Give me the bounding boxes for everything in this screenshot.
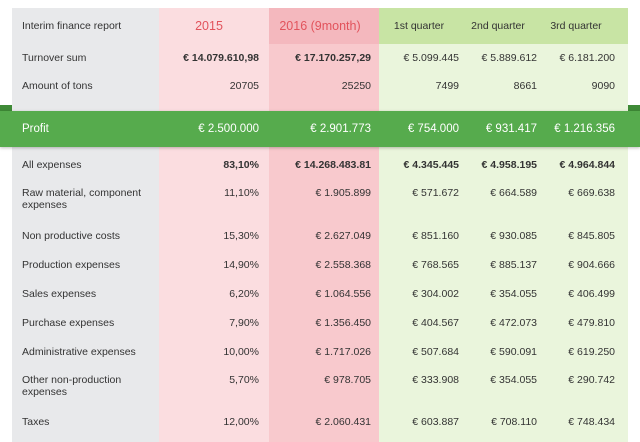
cell-q1: € 507.684 (412, 345, 459, 358)
column-header-2015: 2015 (195, 19, 223, 33)
profit-label: Profit (22, 123, 49, 135)
cell-q2: € 885.137 (490, 258, 537, 271)
table-row: Sales expenses 6,20% € 1.064.556 € 304.0… (12, 279, 628, 308)
table-row: Purchase expenses 7,90% € 1.356.450 € 40… (12, 308, 628, 337)
column-header-2016: 2016 (9month) (279, 19, 361, 33)
table-row: Administrative expenses 10,00% € 1.717.0… (12, 337, 628, 366)
profit-2015: € 2.500.000 (198, 123, 259, 135)
cell-q1: € 304.002 (412, 287, 459, 300)
cell-2016: € 1.717.026 (315, 345, 371, 358)
profit-q2: € 931.417 (485, 123, 537, 135)
cell-q3: € 290.742 (568, 374, 615, 386)
cell-2016: 25250 (341, 80, 371, 92)
cell-2016: € 2.627.049 (315, 229, 371, 242)
profit-2016: € 2.901.773 (310, 123, 371, 135)
cell-2015: 12,00% (223, 415, 259, 428)
cell-q3: € 669.638 (568, 187, 615, 199)
row-label: Amount of tons (22, 80, 93, 92)
row-label: Production expenses (22, 258, 121, 271)
table-row: Amount of tons 20705 25250 7499 8661 909… (12, 72, 628, 100)
cell-q2: € 5.889.612 (481, 52, 537, 64)
cell-2016: € 1.064.556 (315, 287, 371, 300)
cell-q1: € 851.160 (412, 229, 459, 242)
cell-2016: € 1.905.899 (315, 187, 371, 199)
cell-q2: € 472.073 (490, 316, 537, 329)
cell-2015: 6,20% (229, 287, 259, 300)
cell-q2: € 354.055 (490, 374, 537, 386)
cell-2015: 14,90% (223, 258, 259, 271)
row-label: All expenses (22, 158, 82, 171)
row-label: Non productive costs (22, 229, 121, 242)
cell-2015: 7,90% (229, 316, 259, 329)
cell-q3: € 904.666 (568, 258, 615, 271)
row-label: Turnover sum (22, 52, 87, 64)
profit-bar-fold-left (0, 105, 12, 111)
table-row: Raw material, component expenses 11,10% … (12, 179, 628, 219)
cell-q3: € 479.810 (568, 316, 615, 329)
table-row: Other non-production expenses 5,70% € 97… (12, 366, 628, 406)
cell-q1: 7499 (435, 80, 459, 92)
header-row: Interim finance report 2015 2016 (9month… (12, 8, 628, 44)
column-header-q2: 2nd quarter (471, 20, 525, 32)
cell-q3: € 4.964.844 (559, 158, 615, 171)
cell-q3: € 406.499 (568, 287, 615, 300)
table-row: Production expenses 14,90% € 2.558.368 €… (12, 250, 628, 279)
cell-2015: € 14.079.610,98 (183, 52, 259, 64)
cell-q1: € 4.345.445 (403, 158, 459, 171)
row-label: Other non-production expenses (22, 374, 122, 398)
row-label: Sales expenses (22, 287, 97, 300)
row-label: Administrative expenses (22, 345, 136, 358)
column-header-q1: 1st quarter (393, 20, 445, 32)
table-row: Taxes 12,00% € 2.060.431 € 603.887 € 708… (12, 407, 628, 436)
table-row: Turnover sum € 14.079.610,98 € 17.170.25… (12, 44, 628, 72)
cell-q2: € 590.091 (490, 345, 537, 358)
year-2015-column-bg (159, 8, 269, 442)
profit-q1: € 754.000 (407, 123, 459, 135)
table-row: Non productive costs 15,30% € 2.627.049 … (12, 221, 628, 250)
table-row: All expenses 83,10% € 14.268.483.81 € 4.… (12, 150, 628, 179)
quarter-header-bg (379, 8, 628, 44)
cell-2015: 11,10% (224, 187, 259, 199)
cell-q1: € 571.672 (412, 187, 459, 199)
year-2016-column-bg (269, 8, 379, 442)
cell-q1: € 404.567 (412, 316, 459, 329)
quarter-columns-bg (379, 8, 628, 442)
cell-q1: € 768.565 (412, 258, 459, 271)
cell-q2: 8661 (513, 80, 537, 92)
label-column-bg (12, 8, 159, 442)
cell-2016: € 14.268.483.81 (295, 158, 371, 171)
row-label: Raw material, component expenses (22, 187, 142, 211)
row-label: Taxes (22, 415, 50, 428)
cell-q3: € 845.805 (568, 229, 615, 242)
profit-bar-fold-right (628, 105, 640, 111)
cell-q2: € 354.055 (490, 287, 537, 300)
cell-2015: 5,70% (229, 374, 259, 386)
cell-2016: € 2.060.431 (315, 415, 371, 428)
cell-q3: 9090 (591, 80, 615, 92)
profit-row: Profit € 2.500.000 € 2.901.773 € 754.000… (0, 111, 640, 147)
year-2016-header-bg (269, 8, 379, 44)
cell-q1: € 333.908 (412, 374, 459, 386)
profit-q3: € 1.216.356 (554, 123, 615, 135)
cell-q2: € 708.110 (491, 415, 537, 428)
cell-q2: € 930.085 (490, 229, 537, 242)
cell-2016: € 978.705 (324, 374, 371, 386)
cell-2016: € 2.558.368 (315, 258, 371, 271)
cell-q2: € 664.589 (490, 187, 537, 199)
cell-2015: 83,10% (223, 158, 259, 171)
row-label: Purchase expenses (22, 316, 115, 329)
cell-q3: € 6.181.200 (559, 52, 615, 64)
cell-2016: € 17.170.257,29 (295, 52, 371, 64)
cell-q3: € 748.434 (568, 415, 615, 428)
cell-2015: 20705 (229, 80, 259, 92)
cell-2015: 15,30% (223, 229, 259, 242)
cell-q1: € 5.099.445 (403, 52, 459, 64)
cell-q2: € 4.958.195 (481, 158, 537, 171)
column-header-q3: 3rd quarter (550, 20, 602, 32)
cell-q3: € 619.250 (568, 345, 615, 358)
cell-2016: € 1.356.450 (315, 316, 371, 329)
cell-2015: 10,00% (223, 345, 259, 358)
cell-q1: € 603.887 (412, 415, 459, 428)
report-title: Interim finance report (22, 20, 122, 32)
